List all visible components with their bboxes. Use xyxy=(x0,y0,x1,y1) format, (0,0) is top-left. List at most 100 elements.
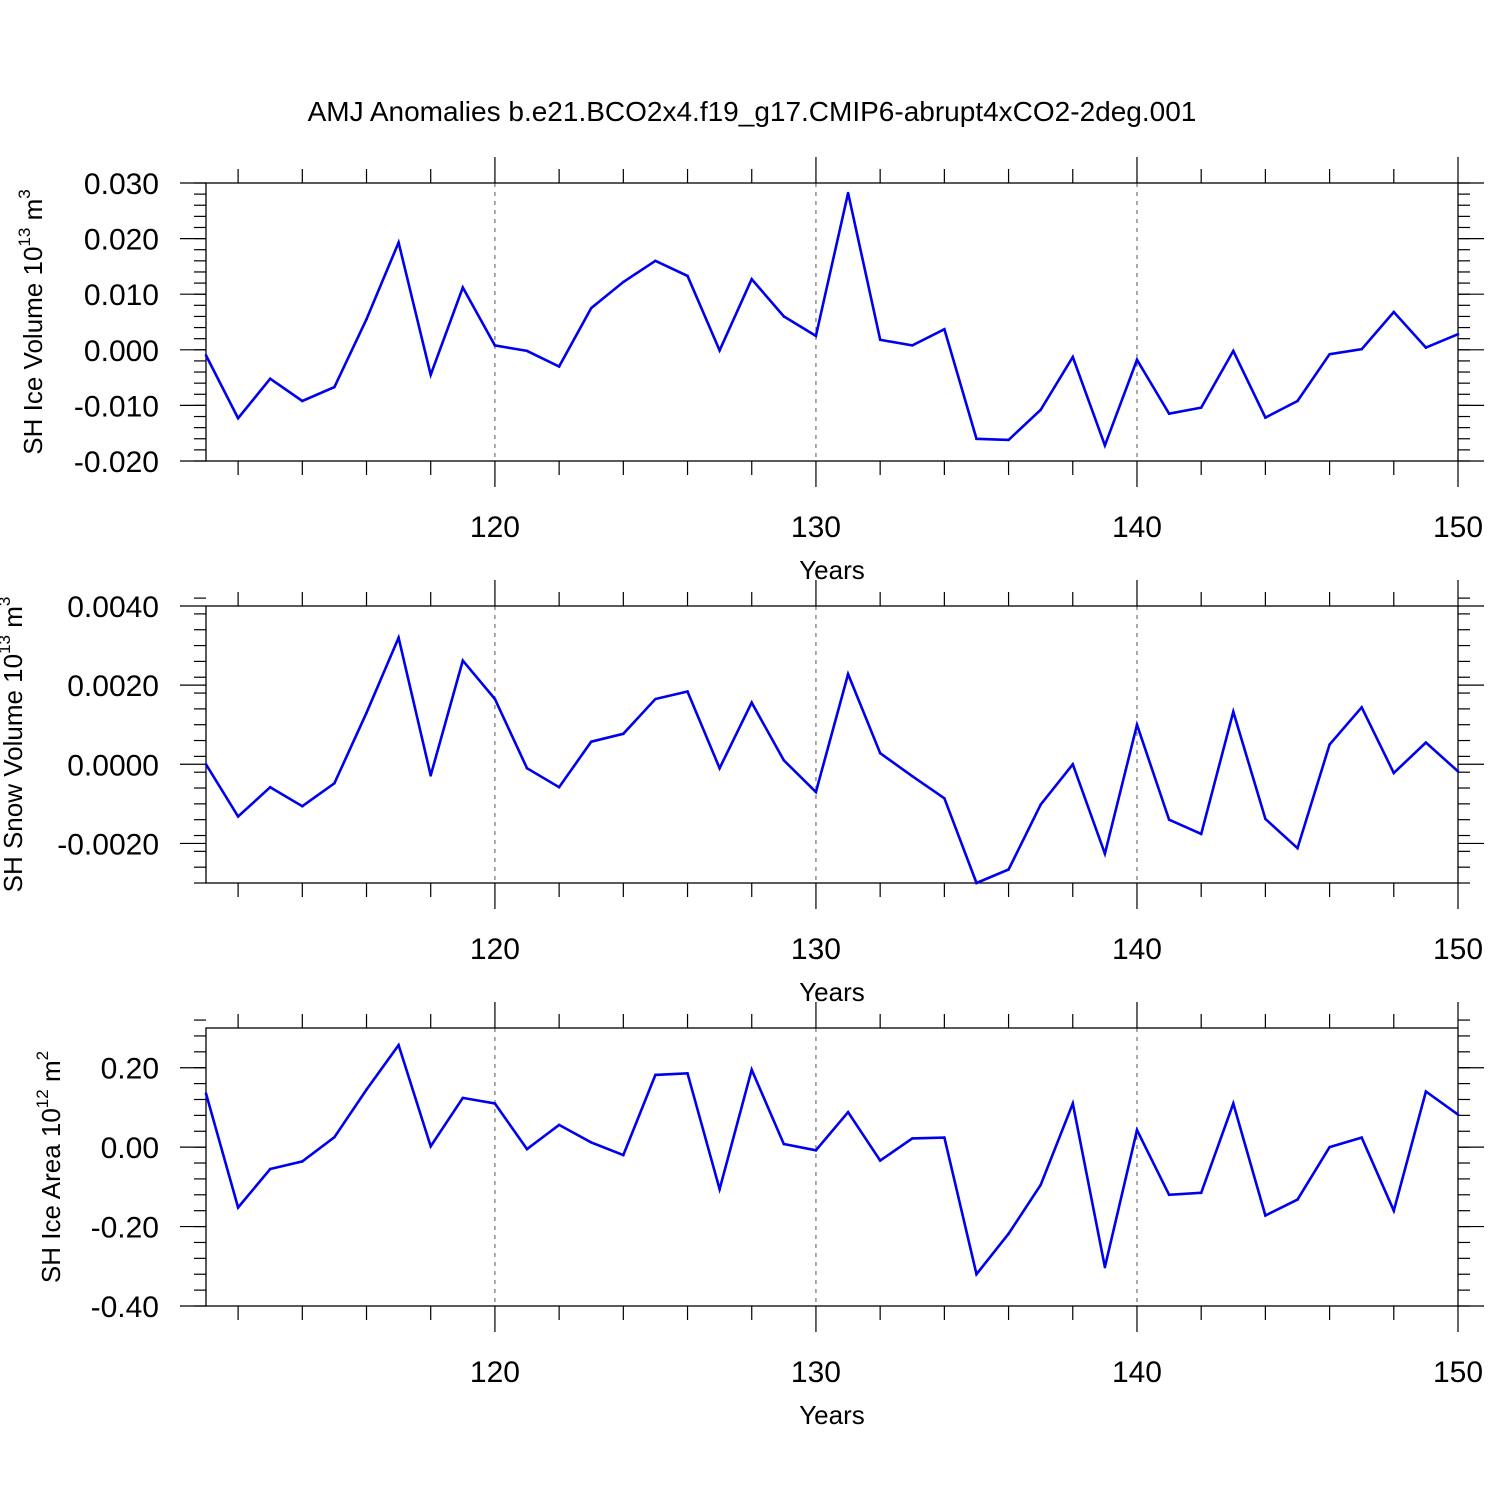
data-point xyxy=(1135,1128,1139,1132)
data-point xyxy=(1135,723,1139,727)
data-point xyxy=(461,1096,465,1100)
x-tick-label: 150 xyxy=(1433,1356,1483,1389)
data-point xyxy=(1199,406,1203,409)
data-point xyxy=(1328,1145,1331,1149)
data-point xyxy=(1007,1232,1010,1236)
panels-group: 120 130 140 150 Years -0.020 -0.010 0.000 0.010 0… xyxy=(0,157,1484,1430)
x-tick-label: 120 xyxy=(470,1356,520,1389)
data-point xyxy=(397,241,400,244)
x-axis-label: Years xyxy=(799,555,865,585)
data-point xyxy=(301,1160,304,1163)
x-tick-label: 120 xyxy=(470,933,520,966)
data-point xyxy=(686,274,689,278)
data-point xyxy=(333,781,336,785)
data-point xyxy=(814,1149,818,1152)
data-point xyxy=(236,1206,240,1209)
data-point xyxy=(557,1123,561,1127)
data-point xyxy=(493,697,497,701)
y-tick-label: 0.20 xyxy=(101,1053,159,1086)
data-point xyxy=(1360,706,1363,709)
data-point xyxy=(397,1043,400,1047)
data-point xyxy=(1264,416,1267,419)
data-point xyxy=(686,690,689,693)
data-point xyxy=(975,437,978,441)
y-tick-label: 0.0040 xyxy=(67,591,159,624)
data-point xyxy=(846,672,850,676)
data-point xyxy=(1167,1193,1171,1197)
data-point xyxy=(1392,310,1396,314)
data-point xyxy=(943,327,946,331)
data-point xyxy=(910,1137,914,1140)
data-point xyxy=(1424,1090,1428,1093)
chart-title: AMJ Anomalies b.e21.BCO2x4.f19_g17.CMIP6… xyxy=(308,96,1197,127)
data-point xyxy=(333,1135,336,1139)
data-point xyxy=(1199,1191,1203,1195)
y-tick-label: 0.000 xyxy=(84,335,159,368)
data-point xyxy=(622,1153,625,1157)
y-tick-label: 0.00 xyxy=(101,1132,159,1165)
data-point xyxy=(1392,771,1396,775)
data-point xyxy=(236,416,240,420)
data-point xyxy=(589,306,593,310)
data-point xyxy=(461,659,465,662)
y-tick-label: 0.0020 xyxy=(67,670,159,703)
data-point xyxy=(814,790,818,794)
data-point xyxy=(557,365,561,368)
data-point xyxy=(268,1167,272,1171)
data-point xyxy=(1231,349,1235,353)
data-point xyxy=(1007,868,1010,871)
data-point xyxy=(397,636,400,639)
data-point xyxy=(1392,1209,1396,1212)
data-point xyxy=(1328,743,1331,746)
y-axis-label: SH Snow Volume 1013 m3 xyxy=(0,597,28,893)
y-tick-label: -0.010 xyxy=(74,390,159,423)
panel-2: 120 130 140 150 Years -0.0020 0.0000 0.0020 0.00… xyxy=(0,580,1484,1007)
series-line xyxy=(204,192,1459,450)
data-point xyxy=(1424,741,1428,744)
x-axis-label: Years xyxy=(799,1400,865,1430)
data-point xyxy=(1039,1183,1042,1187)
y-tick-label: 0.030 xyxy=(84,168,159,201)
data-point xyxy=(301,399,304,403)
data-point xyxy=(525,766,529,770)
data-point xyxy=(589,740,593,744)
x-tick-label: 140 xyxy=(1112,933,1162,966)
data-point xyxy=(782,1142,786,1146)
data-point xyxy=(1199,832,1203,836)
series-line xyxy=(204,1042,1459,1278)
data-point xyxy=(1167,412,1171,416)
y-tick-label: -0.40 xyxy=(91,1291,159,1324)
x-tick-label: 120 xyxy=(470,511,520,544)
data-point xyxy=(461,286,465,289)
x-axis-label: Years xyxy=(799,977,865,1007)
data-point xyxy=(943,797,946,800)
data-point xyxy=(750,277,754,281)
data-point xyxy=(333,385,336,389)
data-point xyxy=(718,766,721,770)
data-point xyxy=(1103,444,1107,447)
data-point xyxy=(1296,846,1299,850)
y-tick-label: 0.020 xyxy=(84,224,159,257)
data-point xyxy=(301,804,304,808)
data-point xyxy=(1456,1113,1460,1116)
data-point xyxy=(1328,352,1331,356)
y-tick-label: 0.010 xyxy=(84,279,159,312)
y-tick-label: -0.0020 xyxy=(57,828,159,861)
data-point xyxy=(1103,852,1107,856)
panel-3: 120 130 140 150 Years -0.40 -0.20 0.00 0.20 SH Ic… xyxy=(33,1002,1484,1430)
data-point xyxy=(365,317,368,321)
y-axis-label: SH Ice Area 1012 m2 xyxy=(33,1051,66,1283)
data-point xyxy=(1296,399,1299,403)
x-tick-label: 130 xyxy=(791,511,841,544)
data-point xyxy=(910,774,914,778)
data-point xyxy=(268,785,272,789)
data-point xyxy=(204,762,208,766)
data-point xyxy=(236,815,240,818)
plot-frame xyxy=(205,182,1459,462)
data-point xyxy=(654,259,657,263)
data-point xyxy=(1103,1265,1107,1269)
data-point xyxy=(1296,1198,1299,1201)
data-point xyxy=(654,1073,657,1077)
data-point xyxy=(1456,332,1460,336)
